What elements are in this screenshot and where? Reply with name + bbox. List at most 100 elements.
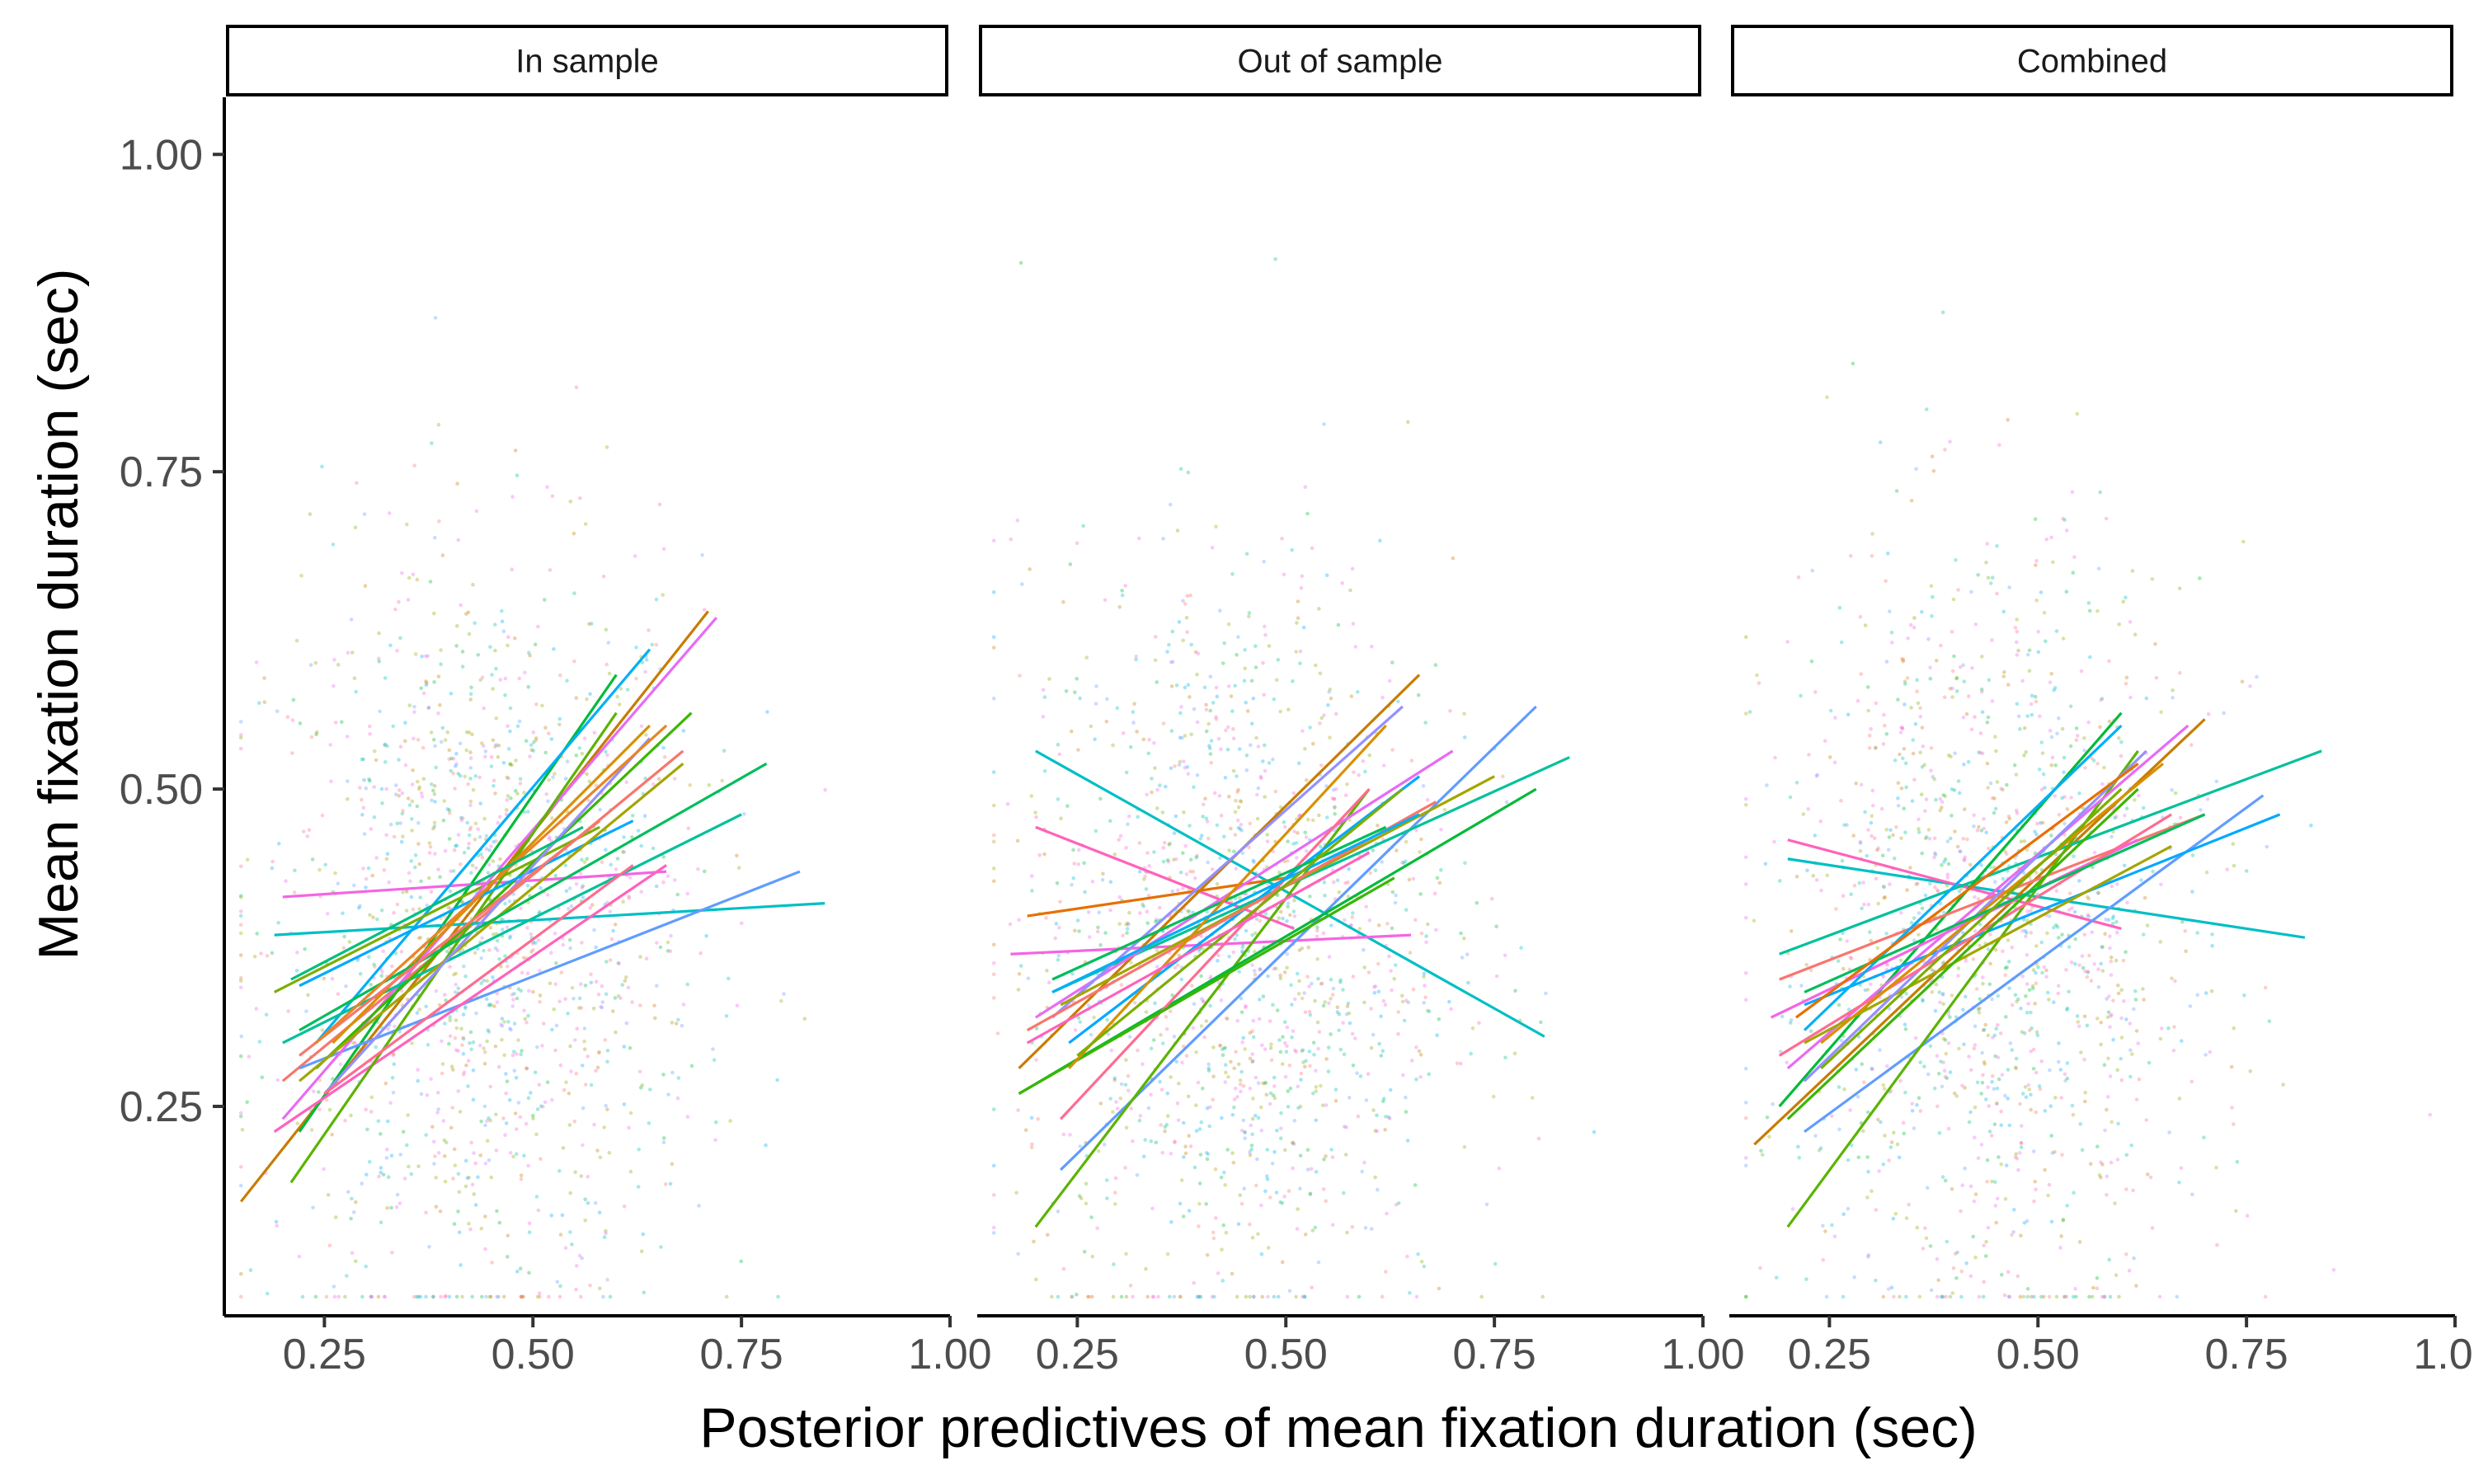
scatter-point	[1135, 1172, 1140, 1177]
scatter-point	[643, 776, 647, 781]
scatter-point	[416, 936, 421, 941]
scatter-point	[2050, 755, 2055, 760]
scatter-point	[503, 693, 507, 697]
scatter-point	[1805, 868, 1809, 873]
scatter-point	[1930, 614, 1934, 618]
scatter-point	[294, 638, 299, 643]
scatter-point	[1263, 743, 1267, 748]
scatter-point	[1056, 1294, 1061, 1299]
scatter-point	[586, 798, 590, 803]
scatter-point	[367, 955, 371, 960]
scatter-point	[1285, 1025, 1290, 1030]
scatter-point	[1205, 1106, 1210, 1111]
scatter-point	[368, 731, 373, 736]
scatter-point	[613, 996, 618, 1000]
scatter-point	[1120, 593, 1125, 598]
scatter-point	[493, 791, 497, 796]
scatter-point	[1373, 868, 1378, 872]
scatter-point	[1903, 702, 1907, 707]
scatter-point	[1153, 658, 1158, 663]
scatter-point	[373, 965, 377, 969]
scatter-point	[389, 1205, 393, 1210]
scatter-point	[522, 956, 526, 960]
scatter-point	[659, 1245, 663, 1249]
scatter-point	[378, 709, 382, 714]
scatter-point	[625, 688, 630, 692]
scatter-point	[350, 1196, 354, 1201]
scatter-point	[1981, 1294, 1986, 1299]
scatter-point	[470, 863, 475, 868]
scatter-point	[1962, 763, 1966, 767]
scatter-point	[1950, 1187, 1954, 1191]
regression-line	[289, 711, 618, 1184]
scatter-point	[739, 1259, 743, 1264]
scatter-point	[1312, 1053, 1316, 1057]
scatter-point	[2023, 726, 2027, 730]
regression-line	[323, 737, 651, 1095]
scatter-point	[427, 841, 432, 845]
scatter-point	[1898, 958, 1903, 963]
scatter-point	[483, 1123, 487, 1128]
scatter-point	[604, 662, 609, 667]
scatter-point	[1536, 1136, 1541, 1141]
scatter-point	[1294, 841, 1299, 845]
scatter-point	[1928, 1244, 1933, 1248]
scatter-point	[605, 753, 609, 758]
scatter-point	[2109, 834, 2114, 839]
scatter-point	[469, 685, 473, 690]
scatter-point	[1249, 679, 1254, 683]
scatter-point	[1978, 943, 1982, 948]
x-tick-label: 0.75	[1453, 1331, 1536, 1378]
scatter-point	[2020, 1124, 2024, 1128]
scatter-point	[1859, 782, 1864, 787]
scatter-point	[585, 697, 589, 702]
scatter-point	[2210, 932, 2214, 937]
scatter-point	[1948, 1070, 1953, 1074]
scatter-point	[1185, 594, 1190, 599]
scatter-point	[1984, 830, 1988, 835]
scatter-point	[1030, 1142, 1034, 1147]
scatter-point	[468, 1040, 472, 1045]
scatter-point	[1270, 1161, 1275, 1166]
scatter-point	[1743, 915, 1748, 920]
scatter-point	[1208, 1105, 1212, 1110]
scatter-point	[2002, 670, 2006, 674]
scatter-point	[2062, 1294, 2067, 1299]
scatter-point	[1268, 1091, 1273, 1096]
scatter-point	[1252, 1294, 1256, 1299]
scatter-point	[577, 1006, 581, 1010]
scatter-point	[1324, 1154, 1328, 1158]
scatter-point	[1208, 746, 1212, 750]
scatter-point	[1247, 845, 1251, 850]
scatter-point	[1112, 1078, 1117, 1082]
scatter-point	[1084, 655, 1089, 660]
scatter-point	[454, 1294, 459, 1299]
scatter-point	[1976, 573, 1980, 577]
scatter-point	[469, 871, 473, 875]
scatter-point	[1416, 1252, 1420, 1256]
scatter-point	[436, 1107, 440, 1111]
scatter-point	[1151, 1038, 1156, 1042]
scatter-point	[575, 1026, 579, 1031]
scatter-point	[1141, 1154, 1146, 1158]
scatter-point	[1965, 837, 1969, 842]
scatter-point	[2019, 1006, 2023, 1011]
scatter-point	[1236, 825, 1241, 830]
scatter-point	[2027, 1087, 2032, 1092]
scatter-point	[1238, 1082, 1243, 1087]
scatter-point	[2102, 765, 2106, 770]
scatter-point	[1124, 1252, 1128, 1256]
scatter-point	[2116, 991, 2121, 996]
scatter-point	[530, 942, 535, 946]
scatter-point	[1253, 644, 1258, 648]
scatter-point	[2060, 1153, 2064, 1157]
facet-strip	[1731, 25, 2453, 96]
scatter-point	[615, 694, 619, 699]
scatter-point	[1101, 871, 1105, 876]
scatter-point	[387, 880, 392, 885]
scatter-point	[497, 815, 502, 819]
scatter-point	[587, 779, 592, 784]
scatter-point	[2057, 1041, 2061, 1045]
scatter-point	[350, 650, 355, 655]
scatter-point	[1866, 1169, 1870, 1174]
